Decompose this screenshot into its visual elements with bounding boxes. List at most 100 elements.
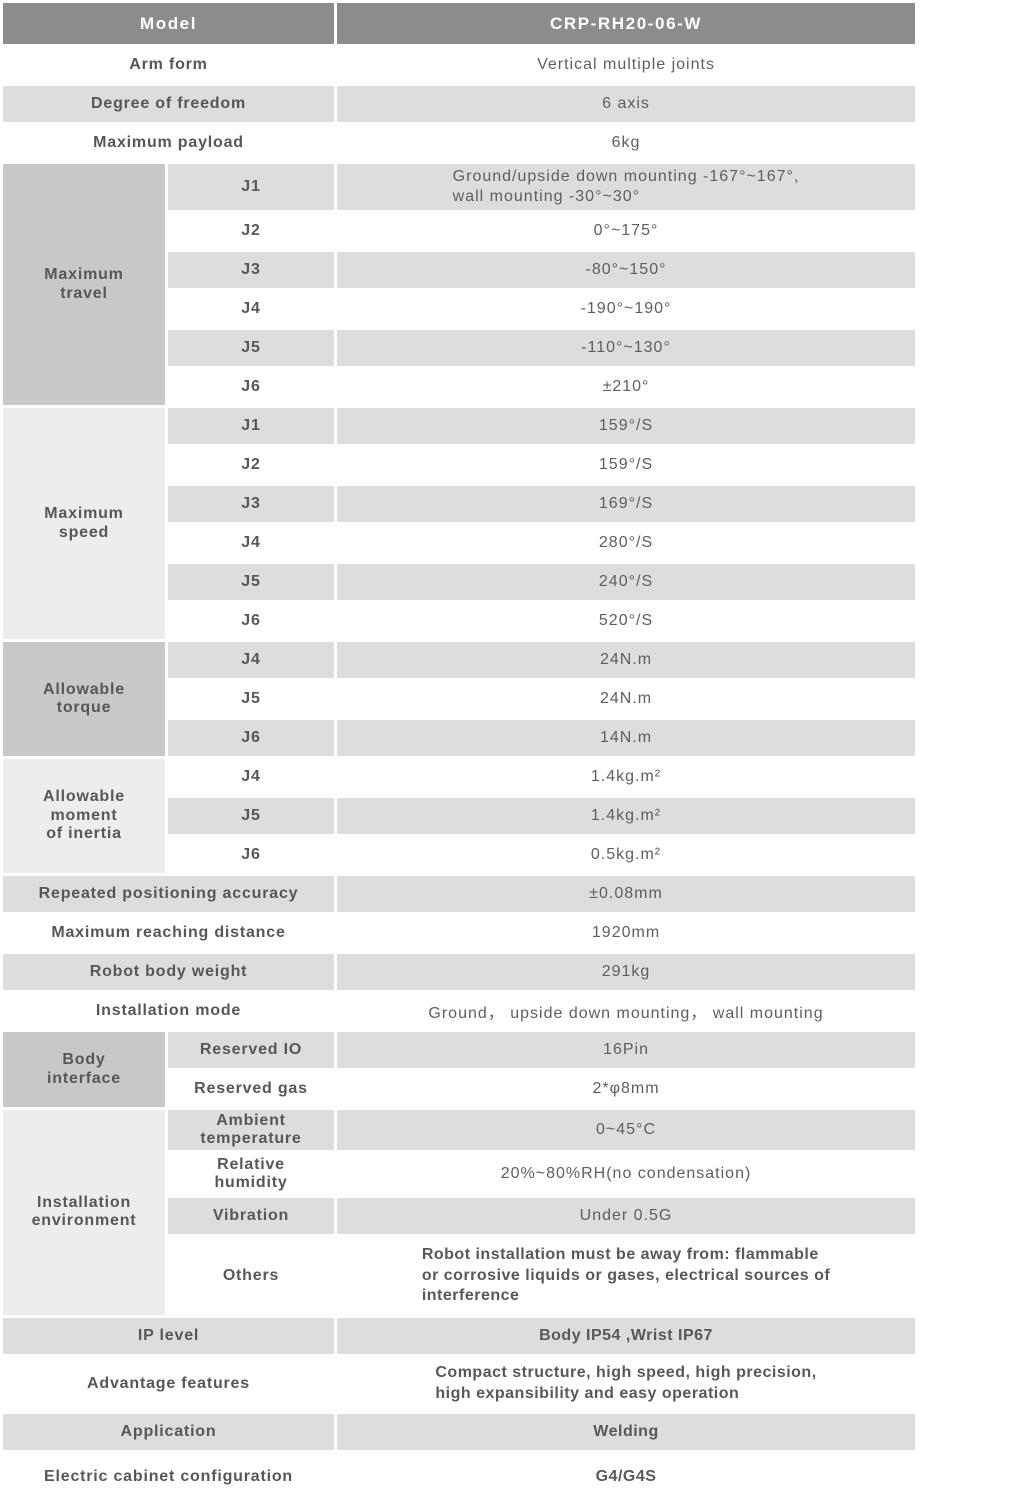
model-header-value: CRP-RH20-06-W xyxy=(337,3,916,44)
row-value: 20%~80%RH(no condensation) xyxy=(500,1164,752,1182)
row-value: 291kg xyxy=(337,954,916,990)
table-row: J5 1.4kg.m² xyxy=(3,798,916,834)
row-value: Robot installation must be away from: fl… xyxy=(337,1237,915,1315)
row-sublabel: J2 xyxy=(241,222,261,240)
row-value: Vertical multiple joints xyxy=(537,56,715,73)
table-row: Advantage features Compact structure, hi… xyxy=(3,1357,915,1411)
row-value: ±0.08mm xyxy=(337,876,916,912)
table-row: Allowable moment of inertia J4 1.4kg.m² xyxy=(3,759,915,873)
row-sublabel: Reserved gas xyxy=(194,1080,308,1098)
row-sublabel: J5 xyxy=(241,690,261,708)
table-row: Body interface Reserved IO 16Pin xyxy=(3,1032,916,1107)
row-value: 280°/S xyxy=(598,534,654,551)
row-sublabel: J6 xyxy=(168,720,335,756)
row-value: 169°/S xyxy=(337,486,916,522)
row-value: -110°~130° xyxy=(337,330,916,366)
row-sublabel: Reserved IO xyxy=(168,1032,335,1068)
table-row: J3 -80°~150° xyxy=(3,252,916,288)
table-row: Maximum reaching distance 1920mm xyxy=(3,915,915,951)
table-row: J5 24N.m xyxy=(3,681,915,717)
table-row: J6 ±210° xyxy=(3,369,915,405)
table-row: Application Welding xyxy=(3,1413,916,1450)
row-label: Maximum reaching distance xyxy=(51,924,286,942)
table-row: J4 -190°~190° xyxy=(3,291,915,327)
row-label: Application xyxy=(3,1413,335,1450)
row-sublabel: J6 xyxy=(241,612,261,630)
row-value: 6 axis xyxy=(337,86,916,122)
table-row: Relative humidity 20%~80%RH(no condensati… xyxy=(3,1153,915,1195)
row-value-text: Ground/upside down mounting -167°~167°, w… xyxy=(452,167,800,205)
row-value: 14N.m xyxy=(337,720,916,756)
row-value: 520°/S xyxy=(598,612,654,629)
row-sublabel: J6 xyxy=(241,378,261,396)
row-sublabel: J1 xyxy=(168,408,335,444)
row-value: 1920mm xyxy=(591,924,661,941)
table-row: Robot body weight 291kg xyxy=(3,954,916,990)
row-label: Degree of freedom xyxy=(3,86,335,122)
row-value-text: Robot installation must be away from: fl… xyxy=(421,1246,831,1305)
table-row: Allowable torque J4 24N.m xyxy=(3,642,916,756)
row-label: Advantage features xyxy=(87,1374,250,1392)
table-row: J2 0°~175° xyxy=(3,213,915,249)
table-row: Installation mode Ground， upside down mo… xyxy=(3,993,915,1029)
section-label: Body interface xyxy=(3,1032,165,1107)
row-label: Robot body weight xyxy=(3,954,335,990)
section-label: Installation environment xyxy=(3,1110,165,1315)
row-sublabel: J5 xyxy=(168,330,335,366)
row-label: Arm form xyxy=(129,56,208,74)
row-sublabel: Relative humidity xyxy=(214,1155,288,1191)
row-value: G4/G4S xyxy=(595,1467,657,1485)
table-row: Degree of freedom 6 axis xyxy=(3,86,916,122)
row-value: 1.4kg.m² xyxy=(337,798,916,834)
row-value: Compact structure, high speed, high prec… xyxy=(337,1357,915,1411)
row-sublabel: J3 xyxy=(168,486,335,522)
table-row: Arm form Vertical multiple joints xyxy=(3,47,915,83)
table-row: J5 -110°~130° xyxy=(3,330,916,366)
row-sublabel: J5 xyxy=(168,798,335,834)
table-row: J2 159°/S xyxy=(3,447,915,483)
row-sublabel: J6 xyxy=(241,846,261,864)
table-row: J6 0.5kg.m² xyxy=(3,837,915,873)
table-row: Electric cabinet configuration G4/G4S xyxy=(3,1453,915,1501)
table-row: Reserved gas 2*φ8mm xyxy=(3,1071,915,1107)
row-sublabel: Vibration xyxy=(168,1197,335,1234)
table-row: J6 14N.m xyxy=(3,720,916,756)
table-row: J4 280°/S xyxy=(3,525,915,561)
section-label: Maximum travel xyxy=(3,164,165,405)
row-value-text: Compact structure, high speed, high prec… xyxy=(435,1364,817,1402)
row-value: 24N.m xyxy=(337,642,916,678)
row-value: Body IP54 ,Wrist IP67 xyxy=(337,1317,916,1354)
section-label: Allowable torque xyxy=(3,642,165,756)
table-row: Maximum payload 6kg xyxy=(3,125,915,161)
table-row: Installation environment Ambient temperatu… xyxy=(3,1110,916,1315)
row-value: Ground， upside down mounting， wall mount… xyxy=(428,1005,824,1022)
table-row: Maximum travel J1 Ground/upside down moun… xyxy=(3,164,916,405)
row-value: 0.5kg.m² xyxy=(590,846,662,863)
row-value: 24N.m xyxy=(599,690,653,707)
row-value: 240°/S xyxy=(337,564,916,600)
row-sublabel: J5 xyxy=(168,564,335,600)
row-label: Repeated positioning accuracy xyxy=(3,876,335,912)
table-row: J3 169°/S xyxy=(3,486,916,522)
table-row: Others Robot installation must be away f… xyxy=(3,1237,915,1315)
row-label: Maximum payload xyxy=(93,134,244,152)
row-value: 16Pin xyxy=(337,1032,916,1068)
row-sublabel: J2 xyxy=(241,456,261,474)
row-label: Electric cabinet configuration xyxy=(44,1467,293,1485)
row-value: ±210° xyxy=(602,378,650,395)
row-value: 159°/S xyxy=(598,456,654,473)
table-row: IP level Body IP54 ,Wrist IP67 xyxy=(3,1317,916,1354)
table-row: J5 240°/S xyxy=(3,564,916,600)
row-value: 159°/S xyxy=(337,408,916,444)
row-value: 0°~175° xyxy=(593,222,659,239)
row-value: -80°~150° xyxy=(337,252,916,288)
row-value: -190°~190° xyxy=(580,300,672,317)
row-value: 0~45°C xyxy=(337,1110,916,1150)
spec-table: Model CRP-RH20-06-W Arm form Vertical mu… xyxy=(3,3,916,1501)
row-value: 6kg xyxy=(611,134,641,151)
row-value: 2*φ8mm xyxy=(592,1080,660,1097)
row-sublabel: J4 xyxy=(241,534,261,552)
table-row: Vibration Under 0.5G xyxy=(3,1197,916,1234)
row-label: Installation mode xyxy=(95,1002,242,1020)
row-sublabel: J3 xyxy=(168,252,335,288)
